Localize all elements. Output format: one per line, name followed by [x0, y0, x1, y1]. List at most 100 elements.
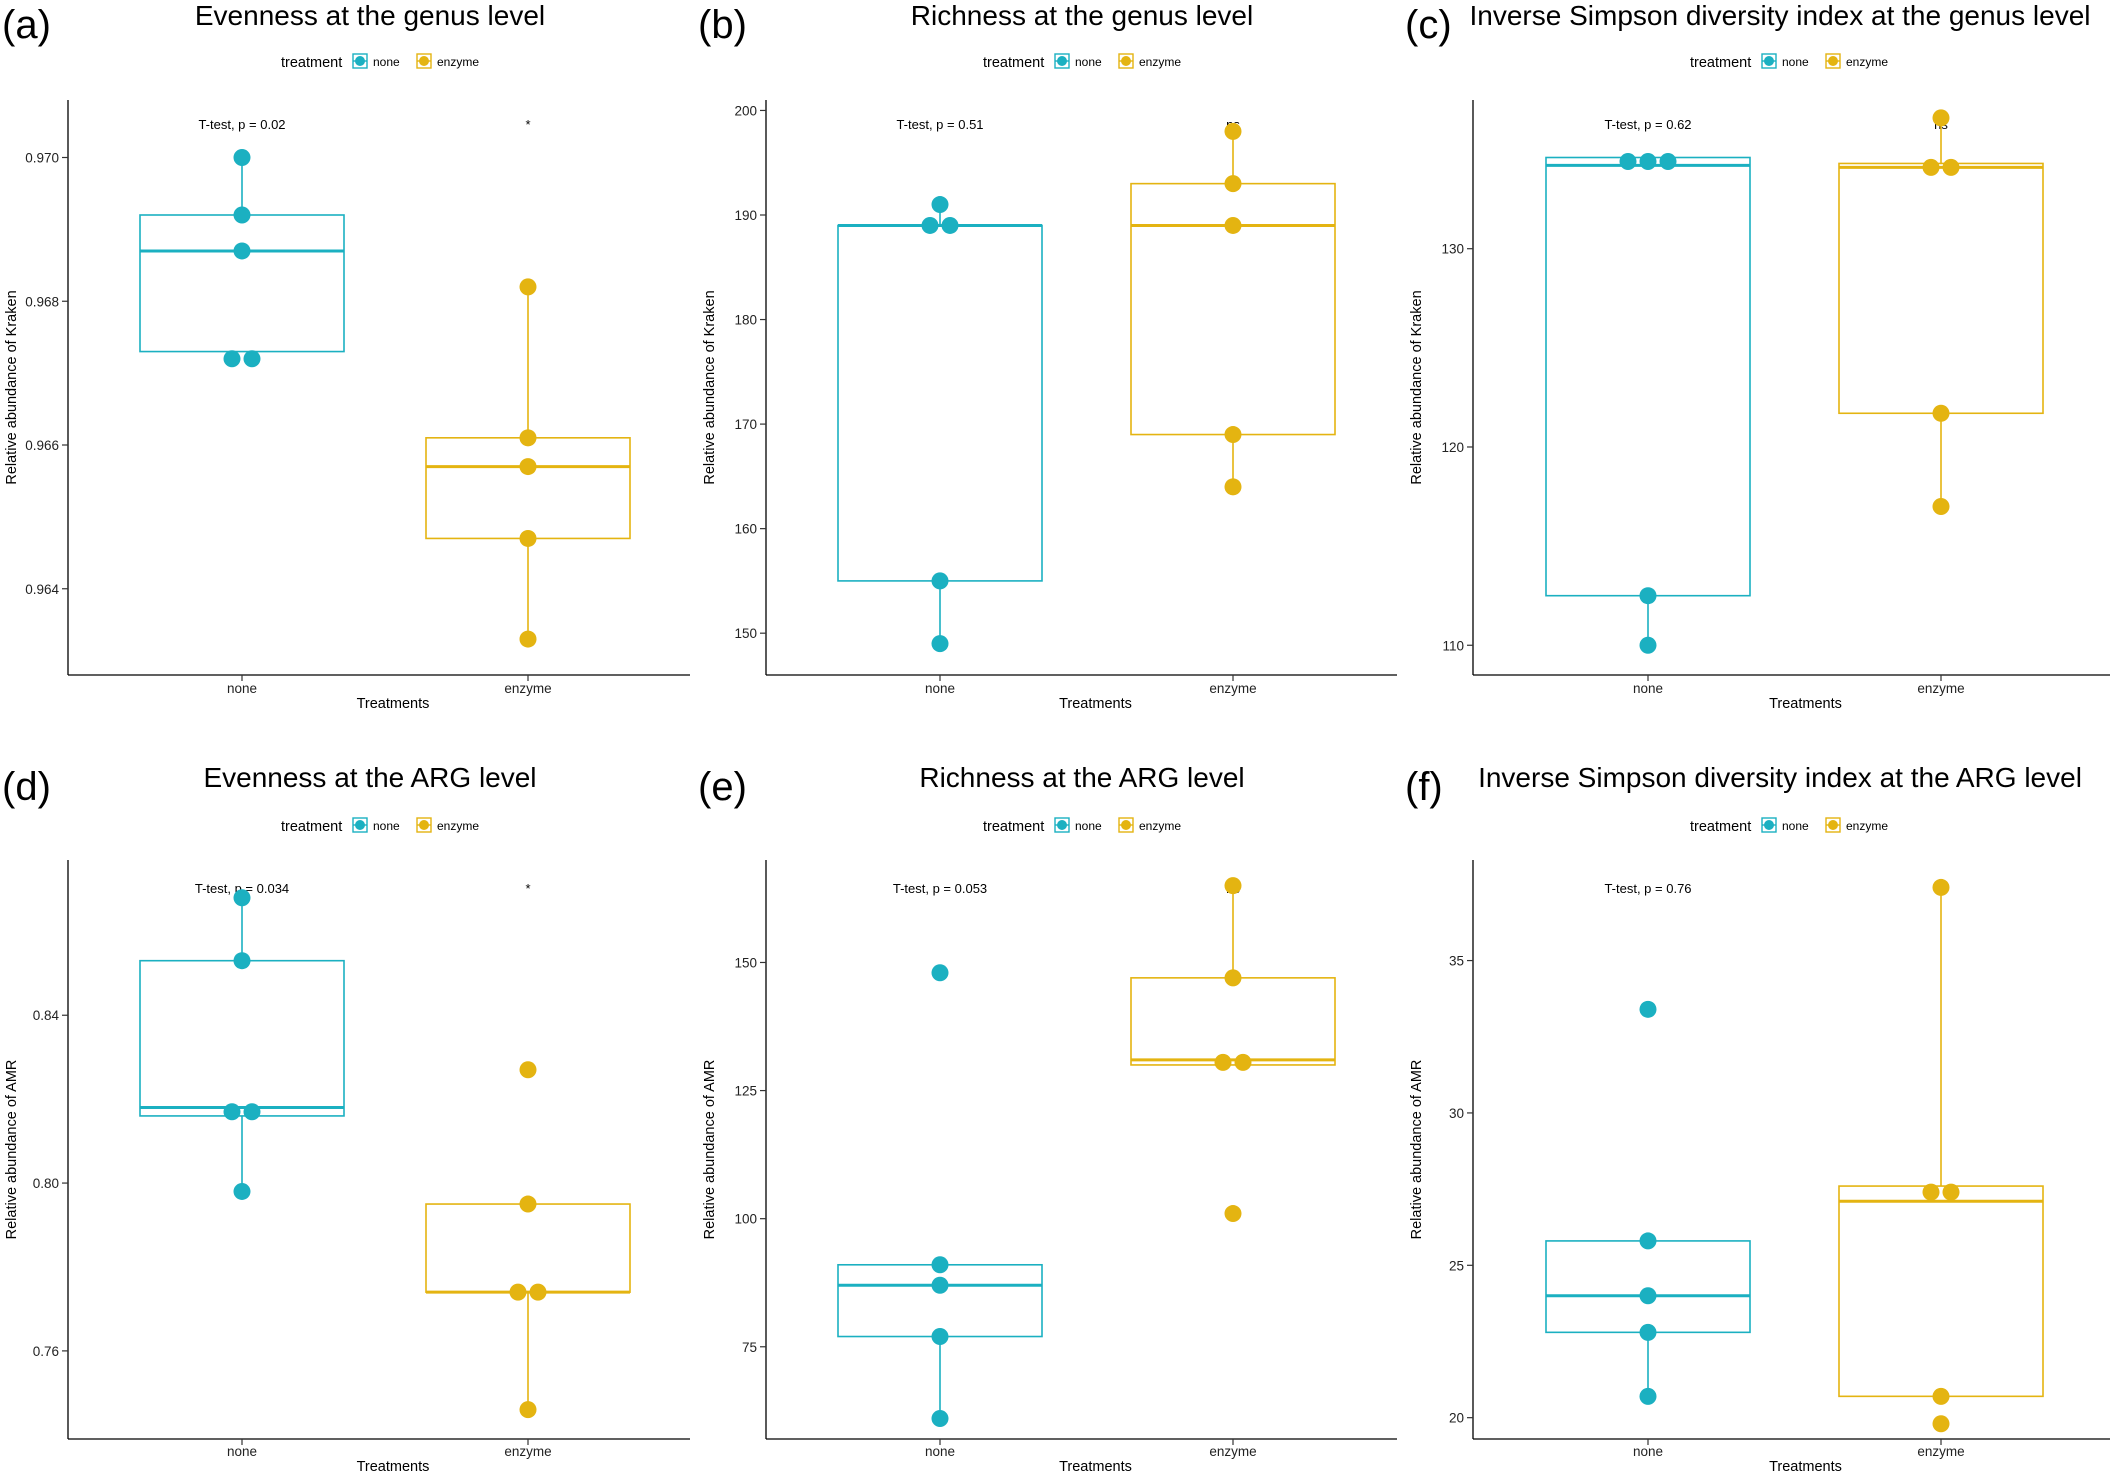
data-point-enzyme: [1922, 1183, 1940, 1201]
box-iqr: [1130, 977, 1336, 1066]
chart-title: Evenness at the ARG level: [203, 762, 536, 793]
legend-label: enzyme: [437, 819, 479, 833]
y-tick-label: 0.968: [25, 294, 59, 309]
data-point-enzyme: [1932, 497, 1950, 515]
data-point-enzyme: [1224, 175, 1242, 193]
x-tick-label: enzyme: [1209, 681, 1256, 696]
y-tick-label: 150: [734, 626, 757, 641]
y-axis-title: Relative abundance of Kraken: [702, 290, 718, 484]
data-point-none: [233, 149, 251, 166]
y-tick-label: 120: [1441, 440, 1464, 455]
box-iqr: [1838, 1185, 2044, 1398]
x-tick-label: none: [1633, 681, 1663, 696]
y-tick-label: 20: [1449, 1411, 1464, 1426]
box-iqr: [139, 959, 345, 1117]
data-point-none: [1639, 1000, 1657, 1018]
legend-title: treatment: [281, 819, 342, 835]
y-tick-label: 0.84: [33, 1008, 60, 1023]
data-point-enzyme: [509, 1283, 527, 1301]
data-point-enzyme: [519, 1195, 537, 1213]
x-axis-title: Treatments: [357, 696, 430, 712]
data-point-none: [1639, 636, 1657, 654]
x-tick-label: enzyme: [504, 681, 551, 696]
panel-letter: (a): [2, 3, 51, 47]
y-axis-title: Relative abundance of Kraken: [4, 290, 20, 484]
legend-key-dot: [1057, 56, 1067, 66]
data-point-enzyme: [1932, 404, 1950, 422]
legend-key-dot: [419, 820, 429, 830]
data-point-none: [1639, 1323, 1657, 1341]
chart-panel-e: (e) Richness at the ARG level treatment non…: [698, 762, 1397, 1474]
y-tick-label: 0.970: [25, 151, 59, 166]
data-point-enzyme: [519, 630, 537, 648]
legend: treatment none enzyme: [983, 53, 1181, 71]
legend-key-dot: [1828, 56, 1838, 66]
data-point-none: [931, 964, 949, 982]
data-point-enzyme: [1942, 1183, 1960, 1201]
test-label: T-test, p = 0.62: [1604, 117, 1691, 132]
x-tick-label: none: [925, 1444, 955, 1459]
legend-key-enzyme: [1118, 53, 1134, 69]
data-point-none: [243, 350, 261, 368]
box-iqr: [1838, 162, 2044, 415]
data-point-none: [931, 635, 949, 653]
chart-panel-c: (c) Inverse Simpson diversity index at th…: [1405, 0, 2110, 712]
legend-key-dot: [1764, 820, 1774, 830]
legend-key-none: [1054, 817, 1070, 833]
data-point-none: [233, 242, 251, 260]
y-tick-label: 75: [742, 1340, 757, 1355]
y-tick-label: 110: [1442, 638, 1464, 653]
data-point-enzyme: [519, 429, 537, 447]
chart-panel-f: (f) Inverse Simpson diversity index at th…: [1405, 762, 2110, 1474]
legend: treatment none enzyme: [281, 817, 479, 835]
legend-key-dot: [355, 820, 365, 830]
legend-key-dot: [1828, 820, 1838, 830]
box-iqr: [1545, 156, 1751, 597]
legend-key-none: [1054, 53, 1070, 69]
x-axis-title: Treatments: [357, 1459, 430, 1474]
legend-key-dot: [355, 56, 365, 66]
data-point-none: [223, 350, 241, 368]
legend-title: treatment: [983, 55, 1044, 71]
box-iqr: [139, 214, 345, 353]
legend: treatment none enzyme: [983, 817, 1181, 835]
data-point-enzyme: [1224, 216, 1242, 234]
box-enzyme: [425, 1203, 631, 1410]
test-label: T-test, p = 0.51: [896, 117, 983, 132]
data-point-none: [1659, 152, 1677, 170]
data-point-enzyme: [1224, 969, 1242, 987]
panel-letter: (d): [2, 765, 51, 809]
panel-letter: (c): [1405, 3, 1452, 47]
legend-label: none: [1782, 55, 1809, 69]
y-tick-label: 0.964: [25, 582, 59, 597]
y-axis-title: Relative abundance of AMR: [1409, 1060, 1425, 1240]
data-point-enzyme: [1234, 1053, 1252, 1071]
legend-key-none: [1761, 817, 1777, 833]
panel-letter: (e): [698, 765, 747, 809]
data-point-enzyme: [519, 458, 537, 476]
box-none: [1545, 1240, 1751, 1397]
chart-panel-a: (a) Evenness at the genus level treatment n…: [2, 0, 690, 712]
data-point-none: [1639, 1287, 1657, 1305]
y-axis-title: Relative abundance of AMR: [702, 1060, 718, 1240]
data-point-none: [921, 216, 939, 234]
legend-key-enzyme: [416, 817, 432, 833]
data-point-enzyme: [1224, 1205, 1242, 1223]
box-iqr: [425, 1203, 631, 1293]
legend-label: none: [1075, 55, 1102, 69]
legend-key-dot: [1057, 820, 1067, 830]
significance-label: *: [525, 881, 530, 896]
legend-key-enzyme: [1825, 817, 1841, 833]
legend-key-dot: [1121, 820, 1131, 830]
legend-title: treatment: [1690, 819, 1751, 835]
legend-label: none: [373, 55, 400, 69]
chart-title: Richness at the genus level: [911, 0, 1253, 31]
x-axis-title: Treatments: [1059, 696, 1132, 712]
chart-title: Richness at the ARG level: [919, 762, 1244, 793]
y-tick-label: 0.80: [33, 1176, 59, 1191]
y-tick-label: 100: [734, 1212, 757, 1227]
data-point-enzyme: [1224, 478, 1242, 496]
legend-key-dot: [1121, 56, 1131, 66]
x-axis-title: Treatments: [1769, 696, 1842, 712]
legend-key-dot: [419, 56, 429, 66]
